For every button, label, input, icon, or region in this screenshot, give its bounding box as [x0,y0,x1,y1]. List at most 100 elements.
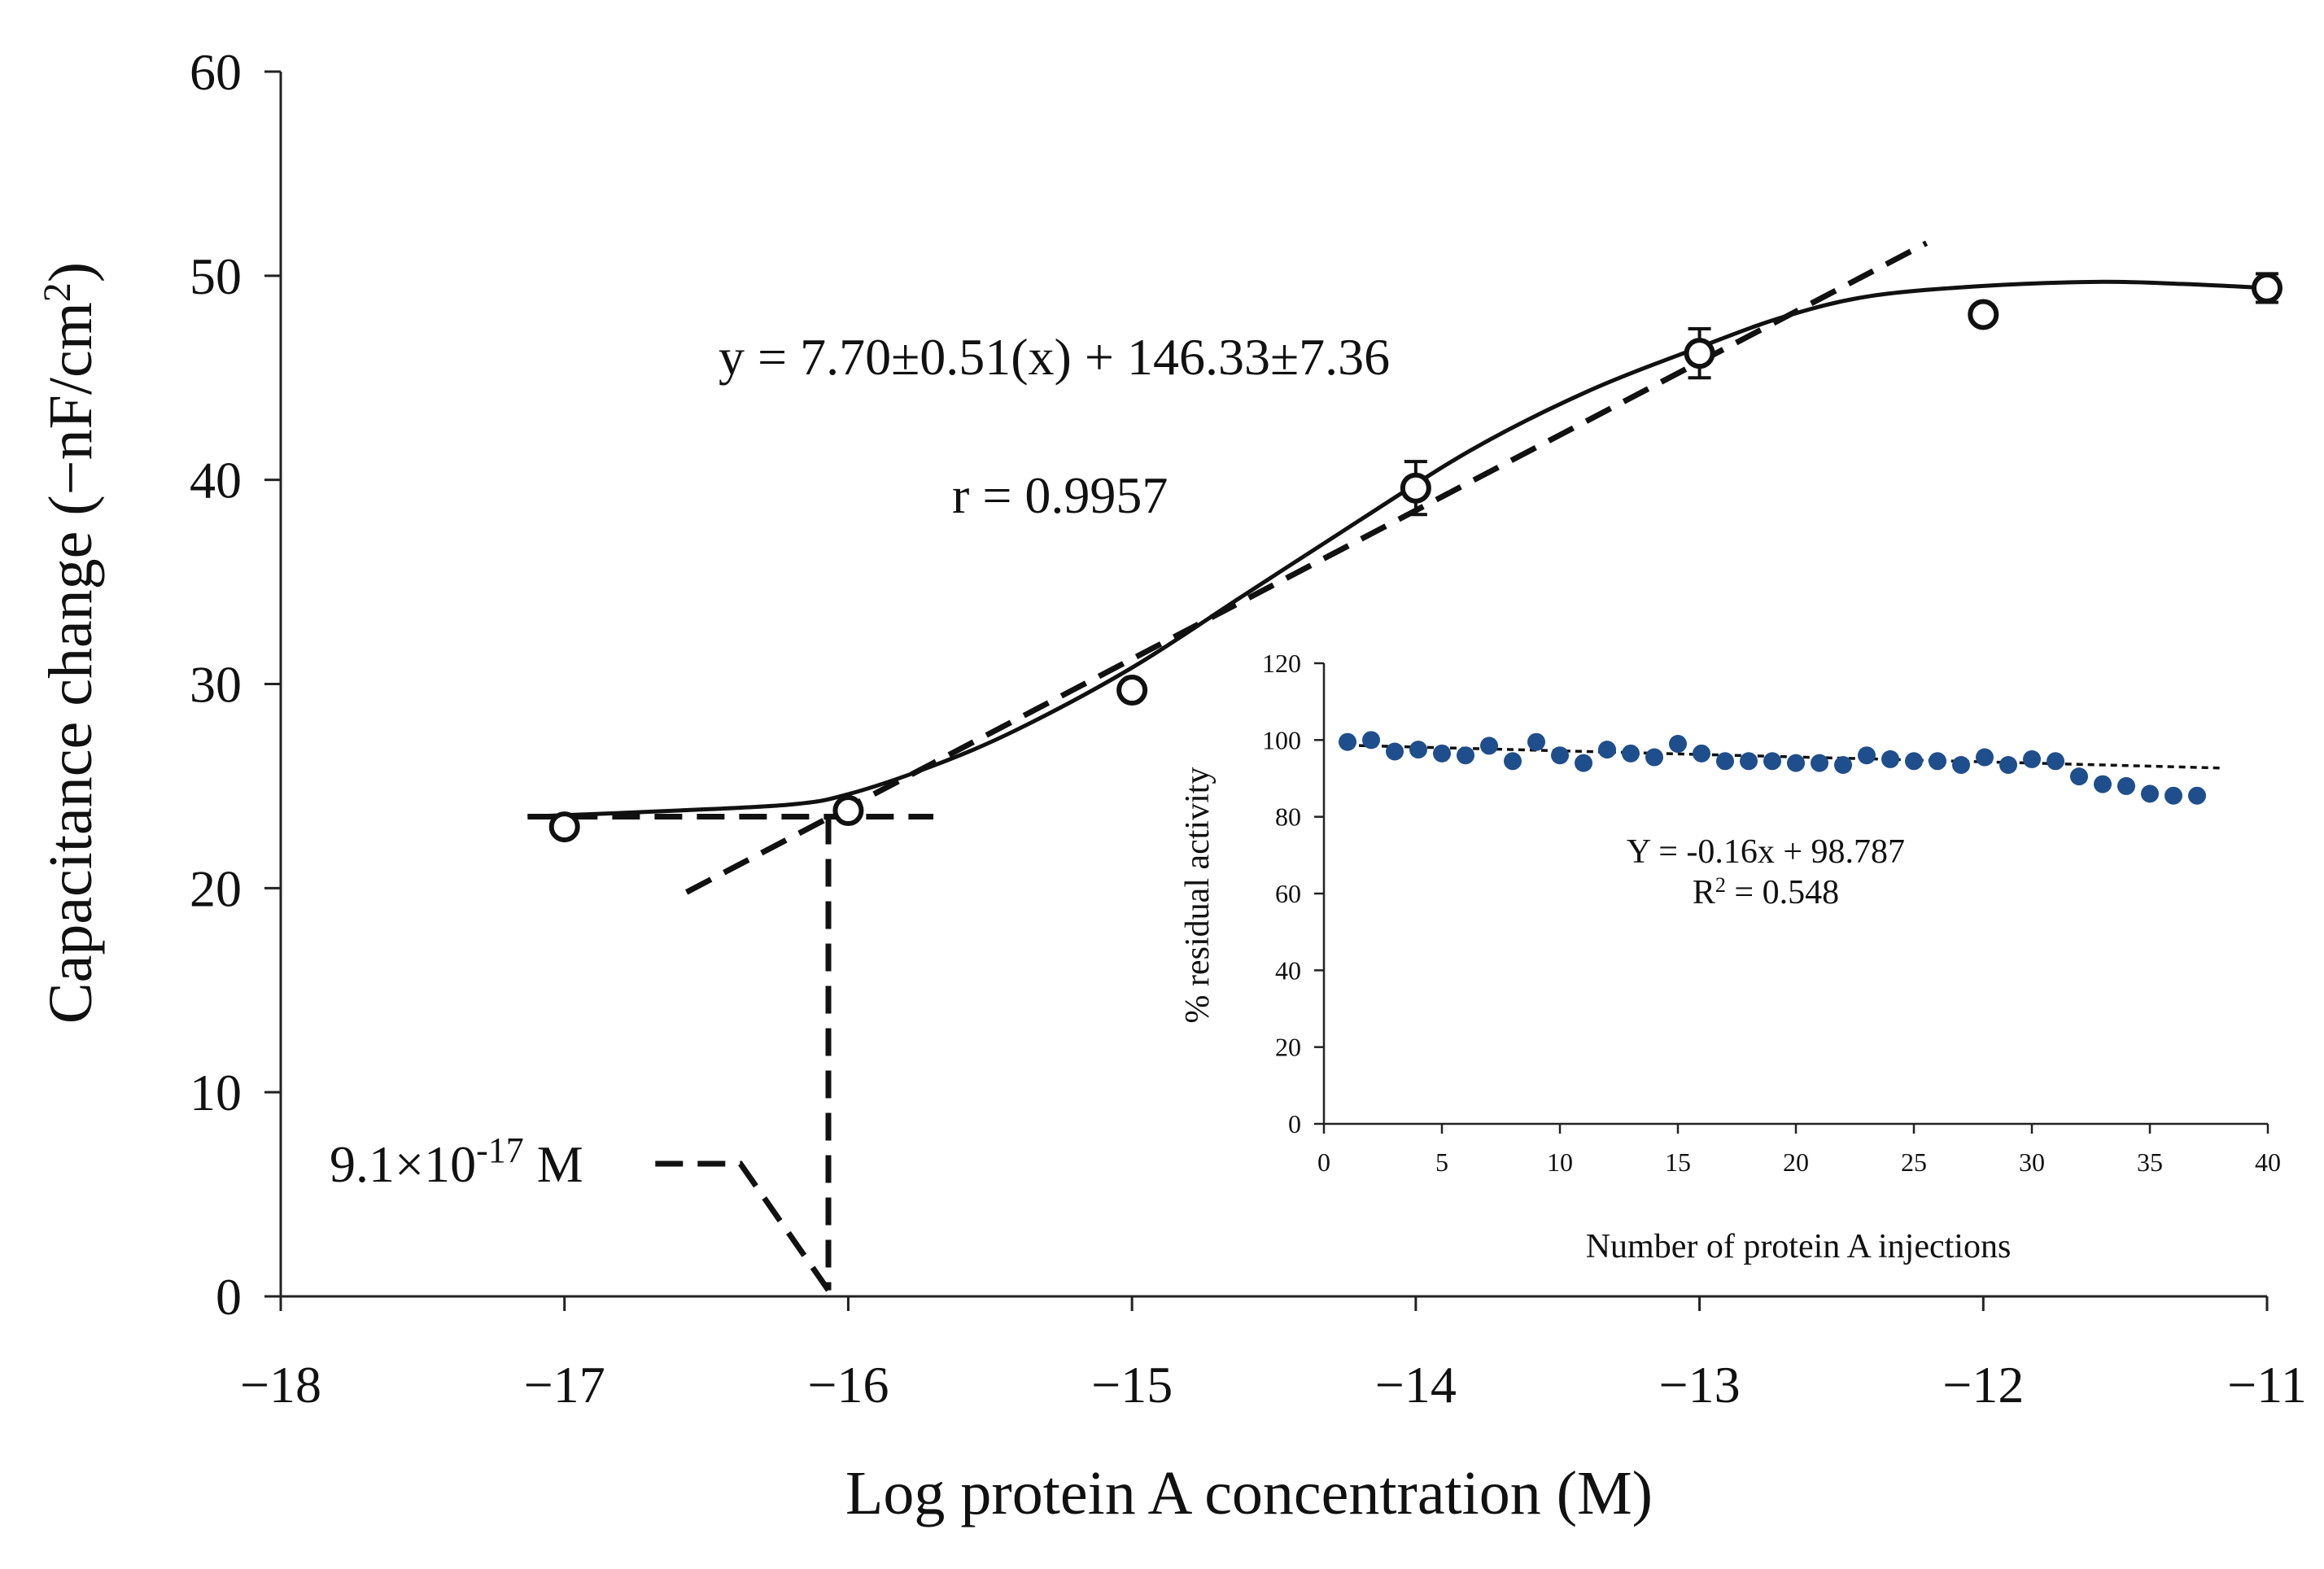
x-tick-label: −17 [524,1356,605,1414]
inset-data-point [1504,752,1522,771]
inset-x-tick-label: 20 [1783,1147,1809,1177]
main-chart: −18 −17 −16 −15 −14 −13 −12 −11 0 10 20 30 40 50 60 Lo… [36,43,2307,1527]
linear-fit-line [685,240,1929,895]
main-ticks: −18 −17 −16 −15 −14 −13 −12 −11 0 10 20 30 40 50 60 [190,43,2307,1414]
x-tick-label: −15 [1091,1356,1173,1414]
inset-data-point [2117,776,2135,795]
inset-data-point [1905,752,1923,771]
inset-y-tick-label: 100 [1262,725,1301,754]
inset-data-point [1999,755,2017,774]
inset-data-point [1787,754,1805,772]
inset-data-point [1622,744,1640,763]
data-point [1116,675,1148,706]
data-point [548,811,580,843]
inset-y-tick-label: 20 [1275,1033,1301,1062]
x-tick-label: −11 [2227,1356,2307,1414]
inset-ticks: 0 5 10 15 20 25 30 35 40 0 20 40 60 80 100 120 [1262,649,2281,1177]
inset-y-tick-label: 120 [1262,649,1301,678]
main-axes [279,72,2267,1298]
inset-data-point [2094,775,2112,793]
inset-data-point [1716,752,1734,771]
data-point [832,795,864,827]
y-tick-label: 20 [190,859,242,917]
detection-limit-label: 9.1×10-17 M [330,1130,583,1194]
inset-data-point [1952,755,1970,774]
inset-trendline [1347,744,2221,770]
y-axis-title-end: ) [37,262,105,282]
inset-data-point [1929,752,1946,771]
inset-y-tick-label: 40 [1275,955,1301,985]
inset-data-point [1527,732,1545,751]
inset-data-point [2047,752,2064,771]
inset-data-point [1575,754,1592,772]
inset-x-tick-label: 5 [1435,1147,1448,1177]
inset-y-tick-label: 80 [1275,802,1301,832]
inset-data-point [1598,741,1616,759]
inset-r-squared: R2 = 0.548 [1693,873,1839,912]
inset-data-point [1881,750,1899,768]
inset-data-point [1645,748,1663,767]
x-axis-title: Log protein A concentration (M) [845,1459,1653,1527]
data-point [1968,299,1999,330]
inset-data-point [1693,744,1710,763]
detection-limit-unit: M [524,1135,583,1193]
inset-data-points [1339,731,2206,805]
y-axis-title-sup: 2 [36,282,79,302]
inset-y-tick-label: 60 [1275,879,1301,908]
inset-data-point [2141,784,2159,803]
inset-data-point [1976,748,1994,767]
inset-data-point [1811,754,1828,772]
inset-x-tick-label: 35 [2137,1147,2163,1177]
inset-trend-equation: Y = -0.16x + 98.787 [1627,833,1905,871]
inset-data-point [1858,746,1876,765]
inset-x-tick-label: 0 [1317,1147,1330,1177]
y-axis-title: Capacitance change (−nF/cm2) [36,262,106,1024]
inset-x-tick-label: 15 [1665,1147,1691,1177]
x-tick-label: −14 [1375,1356,1457,1414]
inset-data-point [1339,732,1356,751]
correlation-coefficient: r = 0.9957 [952,466,1168,524]
inset-data-point [1763,752,1781,771]
y-tick-label: 30 [190,656,242,714]
detection-limit-base: 9.1×10 [330,1135,476,1193]
lod-leader-line [644,1160,831,1292]
inset-data-point [2165,786,2182,805]
inset-data-point [1409,741,1427,759]
inset-r2-sup: 2 [1715,873,1726,897]
inset-r2-base: R [1693,874,1715,911]
regression-equation: y = 7.70±0.51(x) + 146.33±7.36 [719,328,1390,386]
inset-chart: 0 5 10 15 20 25 30 35 40 0 20 40 60 80 100 120 Number o… [1179,649,2281,1265]
inset-data-point [2188,786,2206,805]
x-tick-label: −16 [807,1356,889,1414]
inset-data-point [1362,731,1380,750]
inset-data-point [1834,755,1852,774]
data-point [1400,472,1431,504]
y-axis-title-main: Capacitance change (−nF/cm [37,302,105,1024]
inset-data-point [1551,746,1569,765]
x-tick-label: −13 [1659,1356,1741,1414]
inset-data-point [1386,742,1404,761]
inset-data-point [2023,750,2041,768]
y-tick-label: 40 [190,452,242,509]
inset-x-tick-label: 10 [1547,1147,1573,1177]
inset-y-axis-title: % residual activity [1179,767,1217,1024]
y-tick-label: 60 [190,43,242,101]
lod-guides [527,814,934,1292]
inset-data-point [1433,744,1451,763]
inset-data-point [1480,736,1498,755]
inset-x-tick-label: 40 [2255,1147,2281,1177]
detection-limit-exponent: -17 [476,1130,524,1170]
inset-x-axis-title: Number of protein A injections [1586,1228,2012,1265]
inset-x-tick-label: 25 [1901,1147,1927,1177]
inset-data-point [1669,735,1687,754]
y-tick-label: 50 [190,247,242,305]
inset-r2-end: = 0.548 [1726,874,1839,911]
inset-x-tick-label: 30 [2019,1147,2045,1177]
inset-trendline-line [1347,744,2221,770]
data-point [2252,272,2282,304]
data-points [548,272,2282,843]
x-tick-label: −12 [1942,1356,2024,1414]
inset-data-point [1740,752,1758,771]
x-tick-label: −18 [240,1356,321,1414]
